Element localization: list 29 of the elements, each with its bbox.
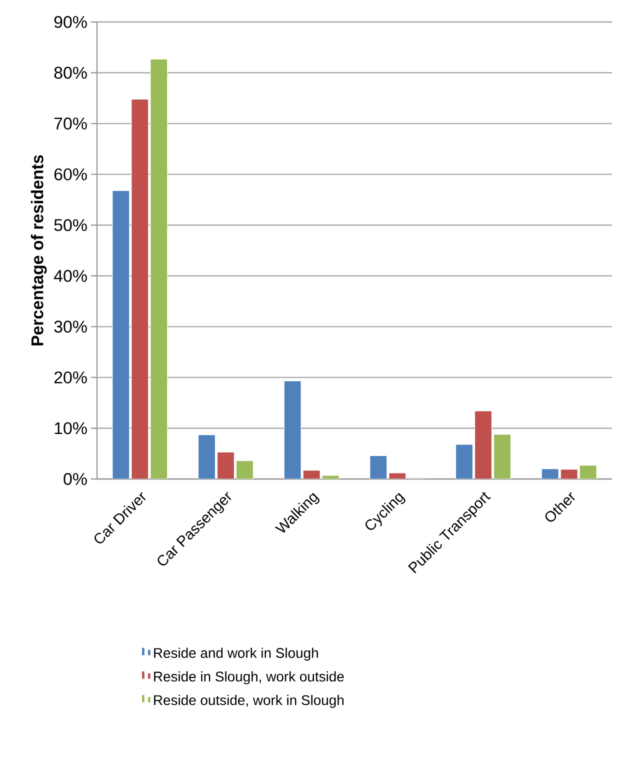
y-tick-label: 0% [64,473,87,485]
y-tick-label: 60% [54,168,87,180]
y-tick-label: 20% [54,371,87,384]
bar [455,444,474,479]
y-tick-label: 30% [54,320,87,333]
legend-label: Reside and work in Slough [154,648,318,661]
legend-label: Reside outside, work in Slough [154,694,344,708]
bar [150,58,168,479]
y-tick-label: 10% [54,422,87,434]
bar [474,410,492,479]
y-tick-label: 80% [54,66,87,79]
bar [579,464,597,479]
bar [560,469,578,479]
bar [284,380,302,479]
legend-label: Reside in Slough, work outside [154,671,344,684]
y-tick-label: 40% [54,270,87,282]
bar [541,468,559,479]
bar [303,470,320,479]
y-tick-label: 70% [54,118,87,130]
bar [112,190,130,479]
bar [216,452,235,479]
bar [370,455,388,479]
bar [198,434,216,479]
bar [236,460,254,479]
y-tick-label: 90% [54,16,87,28]
bar [131,98,149,479]
y-axis-title: Percentage of residents [30,155,47,346]
y-tick-label: 50% [54,219,87,232]
bar [493,434,512,479]
